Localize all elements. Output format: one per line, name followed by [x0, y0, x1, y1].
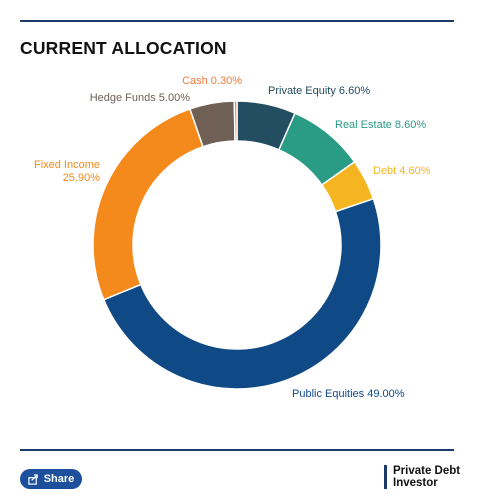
label-real-estate: Real Estate 8.60%: [335, 119, 426, 131]
slice-cash[interactable]: [233, 100, 238, 142]
label-debt: Debt 4.60%: [373, 165, 431, 177]
label-private-equity: Private Equity 6.60%: [268, 85, 370, 97]
label-hedge-funds: Hedge Funds 5.00%: [90, 92, 191, 104]
bottom-rule: [20, 449, 454, 451]
brand-line-2: Investor: [393, 477, 438, 489]
slice-fixed-income[interactable]: [92, 107, 204, 301]
share-icon: [28, 473, 38, 485]
label-public-equities: Public Equities 49.00%: [292, 388, 405, 400]
brand-logo: Private Debt Investor: [384, 465, 460, 489]
top-rule: [20, 20, 454, 22]
chart-title: CURRENT ALLOCATION: [20, 38, 227, 58]
share-button[interactable]: Share: [20, 469, 82, 489]
slice-public-equities[interactable]: [102, 197, 382, 390]
label-cash: Cash 0.30%: [182, 75, 242, 87]
share-label: Share: [43, 473, 75, 485]
label-fixed-income: Fixed Income 25.90%: [34, 159, 100, 184]
brand-line-1: Private Debt: [393, 465, 461, 477]
